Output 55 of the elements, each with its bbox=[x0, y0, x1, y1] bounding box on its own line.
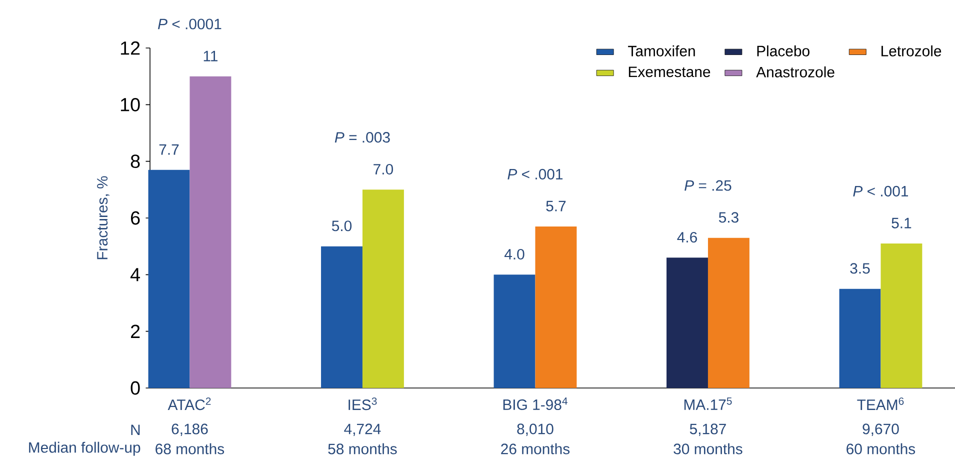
y-tick-label: 2 bbox=[130, 324, 140, 338]
y-tick-label: 10 bbox=[120, 98, 140, 112]
bar bbox=[494, 274, 536, 388]
annotation: P < .001 bbox=[508, 168, 563, 180]
y-tick-label: 12 bbox=[120, 41, 140, 55]
text: 26 months bbox=[501, 443, 570, 454]
x-tick-label: BIG 1-98$^{4}$ bbox=[503, 397, 568, 410]
y-tick-label: 4 bbox=[130, 268, 140, 282]
bar bbox=[535, 226, 577, 388]
text: 4,724 bbox=[344, 424, 381, 436]
text: 8,010 bbox=[517, 424, 554, 436]
text: P < .0001 bbox=[158, 18, 222, 30]
text: Median follow-up bbox=[29, 442, 140, 456]
x-tick-label: MA.17$^{5}$ bbox=[684, 397, 732, 410]
bar bbox=[321, 246, 362, 388]
data-label: 3.5 bbox=[850, 263, 870, 274]
legend-label: Exemestane bbox=[628, 66, 710, 78]
legend-label: Anastrozole bbox=[756, 66, 834, 78]
data-label: 5.1 bbox=[892, 218, 912, 228]
x-tick-label: IES$^{3}$ bbox=[348, 397, 377, 410]
bar bbox=[839, 288, 881, 388]
y-axis-title: Fractures, % bbox=[97, 176, 110, 260]
legend-label: Tamoxifen bbox=[628, 45, 695, 56]
data-label: 4.6 bbox=[677, 232, 697, 243]
annotation: P = .003 bbox=[334, 132, 390, 143]
text: 30 months bbox=[674, 443, 742, 454]
annotation: P = .25 bbox=[684, 180, 732, 191]
x-tick-label: TEAM$^{6}$ bbox=[857, 397, 904, 410]
text: 5,187 bbox=[690, 424, 726, 436]
legend-label: Letrozole bbox=[882, 45, 942, 56]
y-tick-label: 6 bbox=[130, 211, 140, 225]
data-label: 4.0 bbox=[504, 248, 524, 260]
data-label: 5.7 bbox=[546, 200, 566, 212]
bar bbox=[148, 170, 190, 388]
annotation: P < .001 bbox=[853, 186, 908, 196]
text: N bbox=[131, 424, 140, 435]
data-label: 5.0 bbox=[332, 220, 352, 232]
x-tick-label: ATAC$^{2}$ bbox=[168, 397, 211, 410]
data-label: 7.7 bbox=[159, 144, 179, 155]
y-tick-label: 8 bbox=[130, 154, 140, 168]
bar bbox=[362, 190, 404, 388]
text: 58 months bbox=[328, 443, 397, 454]
bar bbox=[666, 258, 708, 388]
legend-label: Placebo bbox=[757, 45, 810, 56]
data-label: 11 bbox=[204, 50, 218, 62]
bar bbox=[708, 238, 750, 388]
text: 6,186 bbox=[172, 424, 208, 436]
text: 60 months bbox=[846, 443, 916, 454]
data-label: 5.3 bbox=[718, 212, 738, 223]
bar bbox=[880, 244, 922, 388]
text: 68 months bbox=[156, 443, 224, 454]
y-tick-label: 0 bbox=[130, 381, 140, 395]
data-label: 7.0 bbox=[374, 164, 394, 175]
text: 9,670 bbox=[862, 424, 899, 436]
bar bbox=[190, 76, 232, 388]
